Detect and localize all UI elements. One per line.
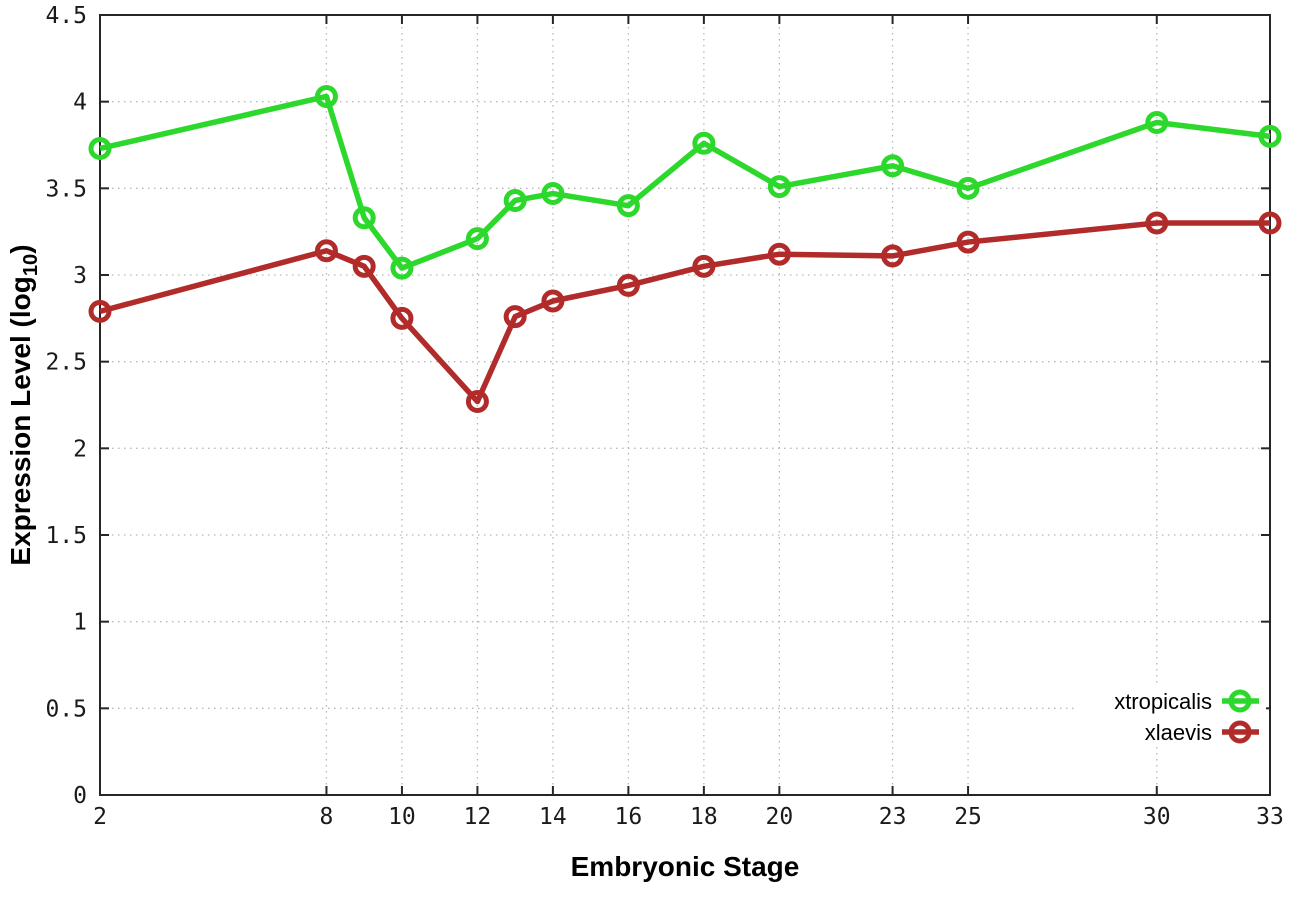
data-point-xtropicalis-stage-2 <box>88 136 112 160</box>
x-axis-tick-label: 16 <box>615 804 643 830</box>
x-axis-title: Embryonic Stage <box>571 851 800 882</box>
data-point-xlaevis-stage-33 <box>1258 211 1282 235</box>
data-point-xtropicalis-stage-18 <box>692 131 716 155</box>
y-axis-tick-label: 4.5 <box>45 3 87 29</box>
data-point-xtropicalis-stage-30 <box>1145 110 1169 134</box>
data-point-xtropicalis-stage-13 <box>503 188 527 212</box>
data-point-xlaevis-stage-14 <box>541 289 565 313</box>
y-axis-tick-label: 1 <box>73 610 87 636</box>
y-axis-tick-label: 3 <box>73 263 87 289</box>
data-point-xlaevis-stage-9 <box>352 254 376 278</box>
data-point-xlaevis-stage-12 <box>465 390 489 414</box>
x-axis-tick-label: 25 <box>954 804 982 830</box>
y-axis-tick-label: 0.5 <box>45 696 87 722</box>
data-point-xlaevis-stage-8 <box>314 239 338 263</box>
data-point-xtropicalis-stage-14 <box>541 182 565 206</box>
x-axis-tick-label: 10 <box>388 804 416 830</box>
x-axis-tick-label: 2 <box>93 804 107 830</box>
data-point-xlaevis-stage-30 <box>1145 211 1169 235</box>
data-point-xtropicalis-stage-33 <box>1258 124 1282 148</box>
data-point-xtropicalis-stage-10 <box>390 256 414 280</box>
x-axis-tick-label: 12 <box>464 804 492 830</box>
data-point-xlaevis-stage-10 <box>390 306 414 330</box>
plot-border <box>99 14 1271 796</box>
x-axis-tick-label: 33 <box>1256 804 1284 830</box>
data-point-xlaevis-stage-2 <box>88 299 112 323</box>
data-point-xlaevis-stage-13 <box>503 305 527 329</box>
data-point-xlaevis-stage-18 <box>692 254 716 278</box>
data-point-xtropicalis-stage-20 <box>767 175 791 199</box>
x-axis-tick-label: 18 <box>690 804 718 830</box>
data-point-xtropicalis-stage-8 <box>314 84 338 108</box>
data-point-xlaevis-stage-23 <box>881 244 905 268</box>
legend-marker-xtropicalis <box>1228 689 1252 713</box>
legend-marker-xlaevis <box>1228 720 1252 744</box>
y-axis-tick-label: 3.5 <box>45 176 87 202</box>
data-point-xlaevis-stage-16 <box>616 273 640 297</box>
data-point-xlaevis-stage-25 <box>956 230 980 254</box>
y-axis-title: Expression Level (log10) <box>5 244 42 565</box>
x-axis-tick-label: 14 <box>539 804 567 830</box>
y-axis-tick-label: 4 <box>73 90 87 116</box>
data-point-xlaevis-stage-20 <box>767 242 791 266</box>
data-point-xtropicalis-stage-23 <box>881 154 905 178</box>
data-point-xtropicalis-stage-9 <box>352 206 376 230</box>
data-point-xtropicalis-stage-12 <box>465 227 489 251</box>
x-axis-tick-label: 23 <box>879 804 907 830</box>
y-axis-tick-label: 1.5 <box>45 523 87 549</box>
x-axis-tick-label: 30 <box>1143 804 1171 830</box>
x-axis-tick-label: 20 <box>766 804 794 830</box>
legend-label-xlaevis: xlaevis <box>1145 720 1212 745</box>
x-axis-tick-label: 8 <box>320 804 334 830</box>
legend-label-xtropicalis: xtropicalis <box>1114 689 1212 714</box>
y-axis-tick-label: 0 <box>73 783 87 809</box>
data-point-xtropicalis-stage-16 <box>616 194 640 218</box>
y-axis-tick-label: 2 <box>73 436 87 462</box>
y-axis-tick-label: 2.5 <box>45 350 87 376</box>
data-point-xtropicalis-stage-25 <box>956 176 980 200</box>
